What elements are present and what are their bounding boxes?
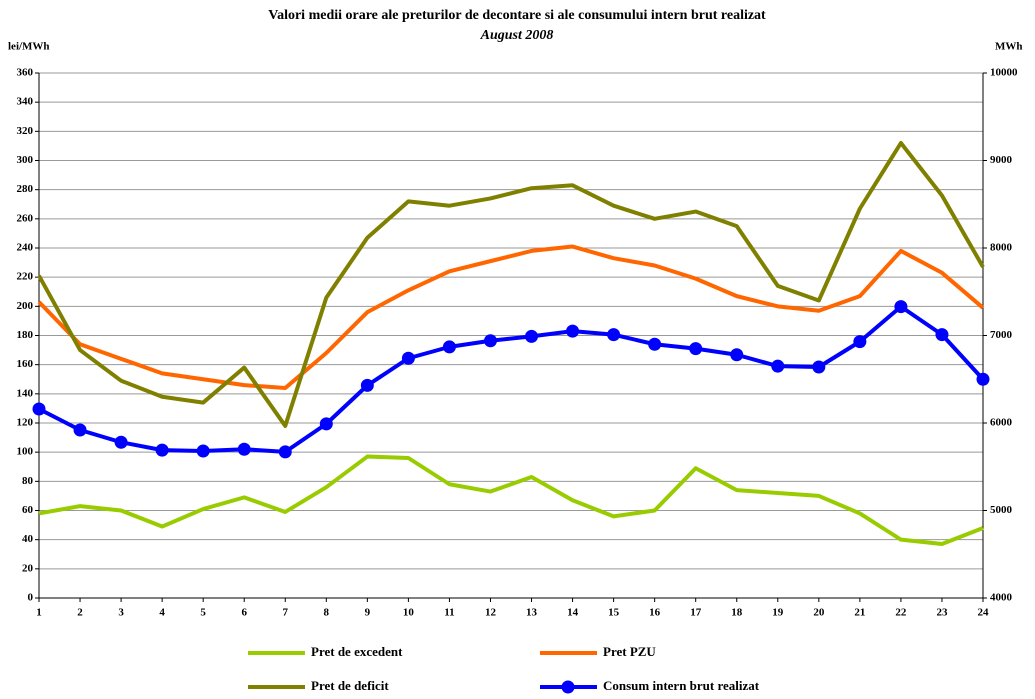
y2-tick-label: 10000: [990, 67, 1018, 79]
data-point: [155, 443, 169, 457]
y2-axis-label: MWh: [995, 41, 1023, 53]
x-tick-label: 4: [159, 607, 165, 619]
data-point: [401, 351, 415, 365]
series-line: [37, 244, 985, 390]
series-line: [38, 304, 985, 454]
y-tick-label: 80: [22, 475, 34, 487]
data-point: [442, 340, 456, 354]
x-tick-label: 6: [241, 607, 247, 619]
y-tick-label: 40: [22, 533, 34, 545]
x-tick-label: 17: [690, 607, 702, 619]
data-point: [976, 372, 990, 386]
x-tick-label: 2: [77, 607, 83, 619]
y-tick-label: 360: [17, 67, 34, 79]
legend-marker: [561, 680, 575, 694]
x-tick-label: 21: [854, 607, 865, 619]
y2-tick-label: 6000: [990, 417, 1013, 429]
y-tick-label: 280: [17, 183, 34, 195]
x-tick-label: 5: [200, 607, 206, 619]
x-tick-label: 14: [567, 607, 579, 619]
y-tick-label: 260: [17, 212, 34, 224]
y-tick-label: 240: [17, 242, 34, 254]
data-point: [114, 435, 128, 449]
x-tick-label: 13: [526, 607, 538, 619]
chart-subtitle: August 2008: [480, 28, 554, 43]
y2-tick-label: 8000: [990, 242, 1013, 254]
data-point: [196, 444, 210, 458]
x-tick-label: 11: [444, 607, 454, 619]
y-tick-label: 120: [17, 417, 34, 429]
y-tick-label: 20: [22, 562, 34, 574]
x-tick-label: 1: [36, 607, 42, 619]
x-tick-label: 22: [895, 607, 907, 619]
x-tick-label: 3: [118, 607, 124, 619]
data-point: [853, 335, 867, 349]
y-tick-label: 100: [17, 446, 34, 458]
legend-label: Pret PZU: [603, 644, 656, 659]
data-point: [319, 417, 333, 431]
x-tick-label: 18: [731, 607, 743, 619]
y2-tick-label: 9000: [990, 154, 1013, 166]
legend-label: Pret de deficit: [311, 678, 389, 693]
data-point: [935, 328, 949, 342]
series-line: [38, 454, 984, 547]
x-tick-label: 7: [283, 607, 289, 619]
data-point: [32, 402, 46, 416]
y2-tick-label: 5000: [990, 504, 1013, 516]
y-tick-label: 140: [17, 387, 34, 399]
data-point: [566, 324, 580, 338]
data-point: [689, 342, 703, 356]
data-point: [730, 348, 744, 362]
data-point: [894, 300, 908, 314]
series-line: [37, 141, 985, 428]
legend-label: Pret de excedent: [311, 644, 403, 659]
data-point: [237, 442, 251, 456]
y-tick-label: 200: [17, 300, 34, 312]
data-point: [360, 378, 374, 392]
y-axis-label: lei/MWh: [8, 41, 50, 53]
x-tick-label: 8: [324, 607, 330, 619]
y-tick-label: 300: [17, 154, 34, 166]
x-tick-label: 12: [485, 607, 497, 619]
y-tick-label: 160: [17, 358, 34, 370]
y-tick-label: 320: [17, 125, 34, 137]
x-tick-label: 16: [649, 607, 661, 619]
chart-title: Valori medii orare ale preturilor de dec…: [268, 8, 766, 23]
data-point: [648, 337, 662, 351]
y-tick-label: 220: [17, 271, 34, 283]
y-tick-label: 340: [17, 96, 34, 108]
x-tick-label: 10: [403, 607, 415, 619]
y-tick-label: 180: [17, 329, 34, 341]
x-tick-label: 20: [813, 607, 825, 619]
data-point: [483, 334, 497, 348]
legend-label: Consum intern brut realizat: [603, 678, 760, 693]
data-point: [525, 329, 539, 343]
x-tick-label: 19: [772, 607, 784, 619]
y-tick-label: 60: [22, 504, 34, 516]
x-tick-label: 23: [936, 607, 948, 619]
x-tick-label: 24: [978, 607, 990, 619]
y2-tick-label: 7000: [990, 329, 1013, 341]
y-tick-label: 0: [28, 592, 34, 604]
data-point: [771, 359, 785, 373]
y2-tick-label: 4000: [990, 592, 1013, 604]
x-tick-label: 9: [365, 607, 371, 619]
data-point: [607, 328, 621, 342]
data-point: [278, 445, 292, 459]
x-tick-label: 15: [608, 607, 620, 619]
data-point: [73, 423, 87, 437]
data-point: [812, 360, 826, 374]
